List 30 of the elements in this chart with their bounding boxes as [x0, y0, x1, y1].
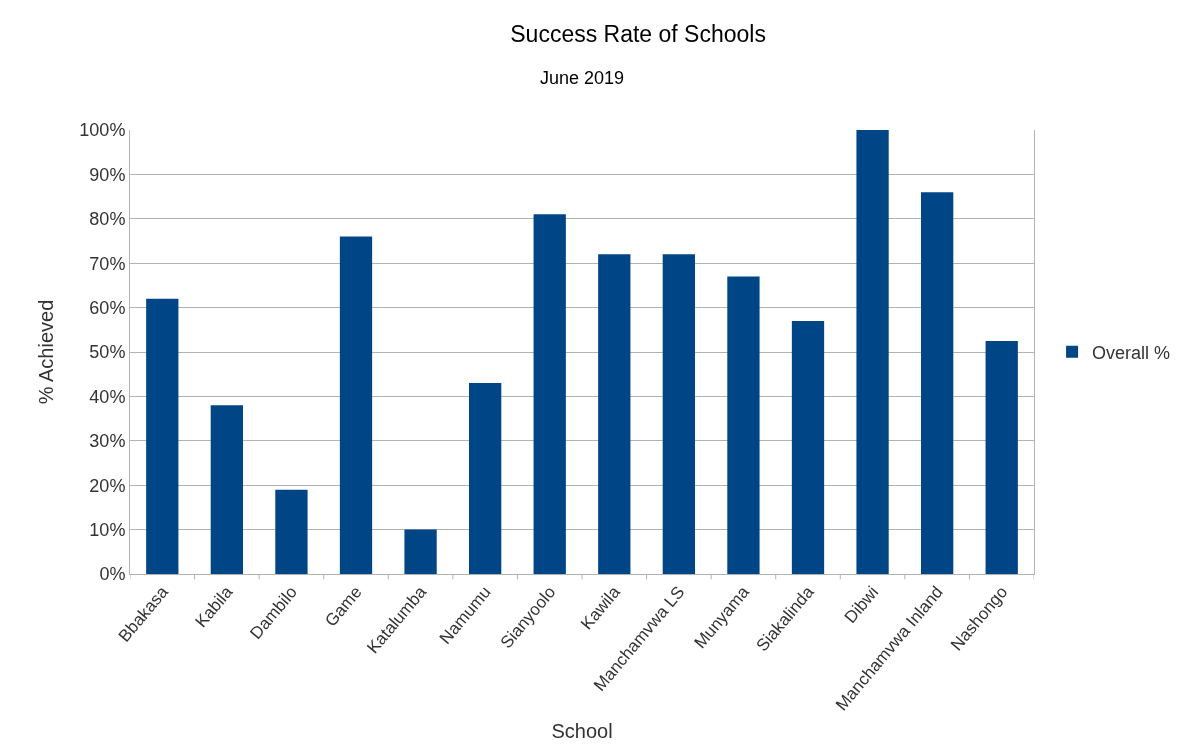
bar	[210, 405, 243, 574]
y-tick-label: 70%	[89, 253, 126, 274]
y-tick-label: 90%	[89, 164, 126, 185]
y-tick-label: 20%	[89, 475, 126, 496]
bar	[921, 192, 954, 574]
chart-title: Success Rate of Schools	[510, 21, 766, 48]
y-tick-label: 0%	[99, 564, 126, 585]
bar	[598, 254, 631, 574]
bar	[275, 489, 308, 574]
x-axis-title: School	[551, 719, 613, 742]
bar	[727, 276, 760, 574]
legend-label: Overall %	[1092, 342, 1171, 363]
chart-subtitle: June 2019	[540, 68, 625, 88]
bar	[533, 214, 566, 574]
bar	[985, 340, 1018, 574]
y-tick-label: 50%	[89, 342, 126, 363]
y-tick-label: 10%	[89, 519, 126, 540]
y-tick-label: 60%	[89, 297, 126, 318]
y-axis-title: % Achieved	[34, 299, 57, 405]
y-tick-label: 30%	[89, 431, 126, 452]
bar	[404, 529, 437, 574]
y-tick-label: 40%	[89, 386, 126, 407]
bar	[146, 298, 179, 574]
bar	[856, 130, 889, 574]
y-tick-label: 80%	[89, 209, 126, 230]
bar	[791, 320, 825, 574]
bar	[469, 383, 502, 574]
y-tick-label: 100%	[79, 120, 126, 141]
bar	[339, 236, 373, 574]
bar	[662, 254, 695, 574]
